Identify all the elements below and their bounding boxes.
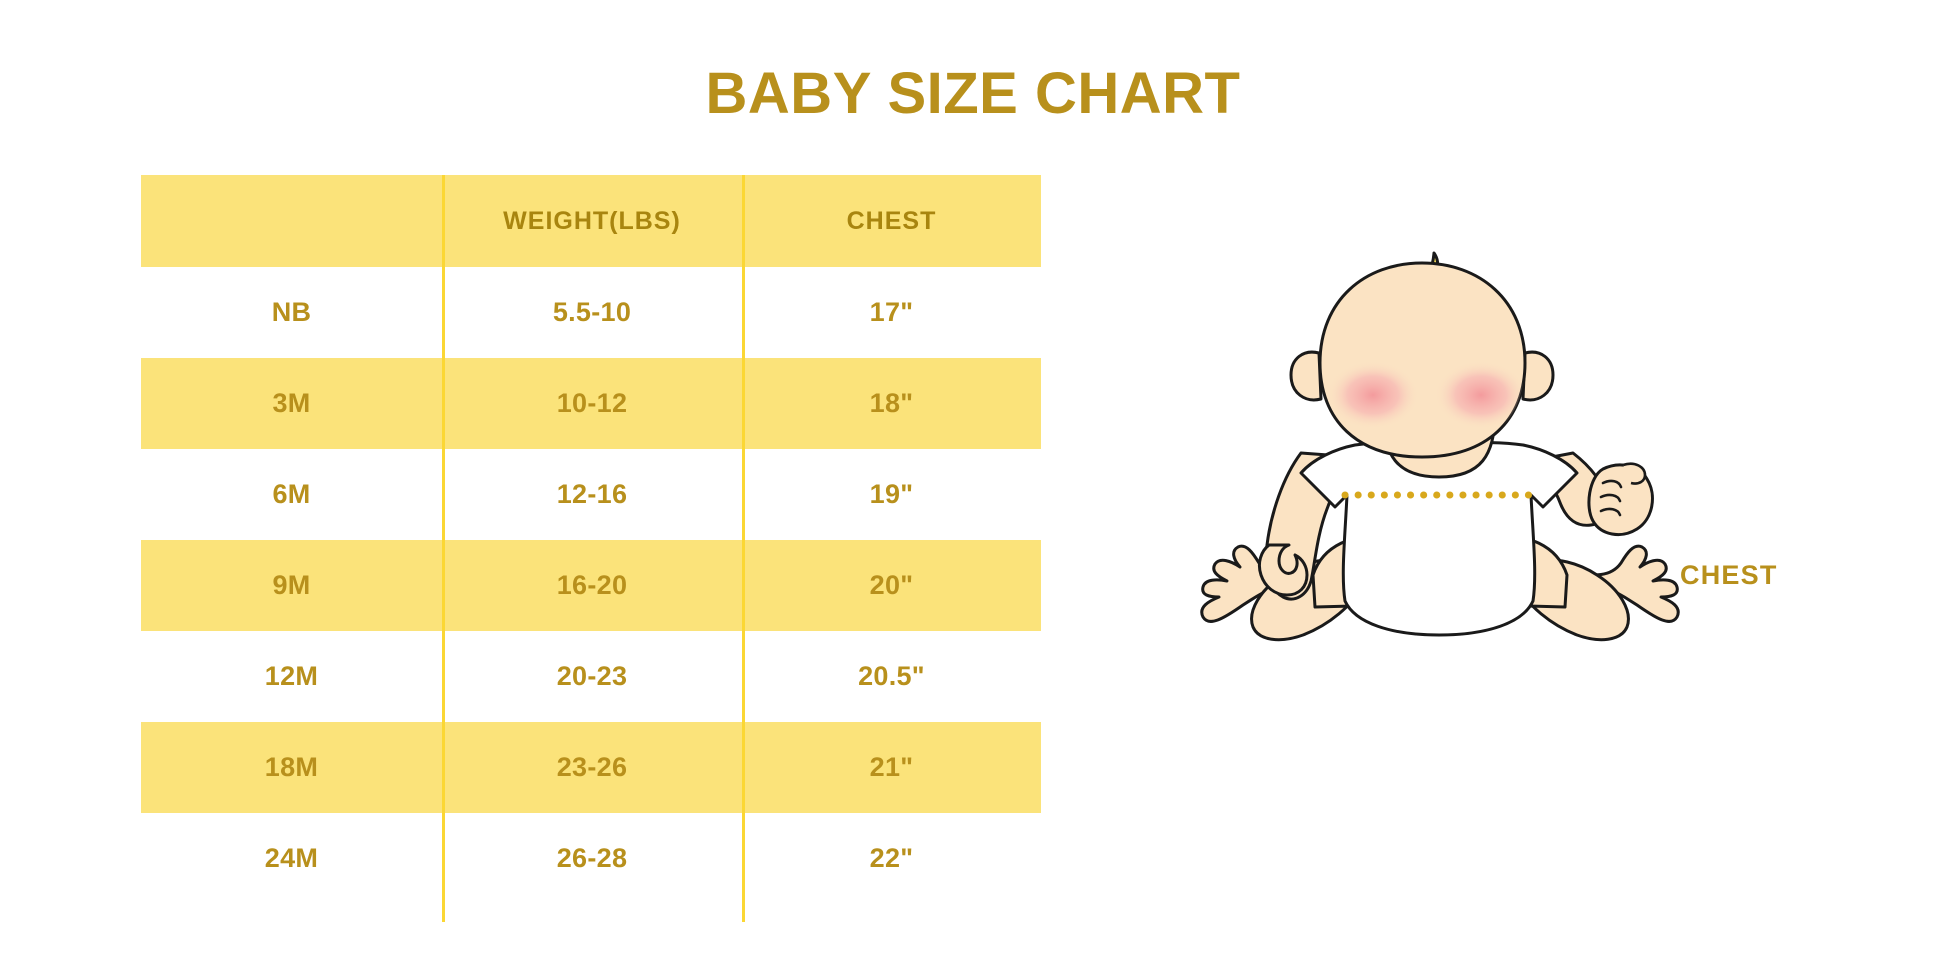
table-row: 9M 16-20 20" — [141, 540, 1041, 631]
chest-measure-label: CHEST — [1680, 560, 1778, 590]
cell-chest: 21" — [869, 752, 914, 782]
cell-weight: 20-23 — [556, 661, 628, 691]
cell-weight: 16-20 — [556, 570, 628, 600]
baby-left-cheek — [1327, 361, 1419, 429]
cell-size: 12M — [264, 661, 319, 691]
column-divider-1 — [442, 175, 445, 922]
cell-weight: 12-16 — [556, 479, 628, 509]
baby-right-cheek — [1435, 361, 1525, 429]
baby-figure-icon — [1200, 251, 1680, 642]
baby-head — [1318, 261, 1527, 459]
cell-size: 6M — [272, 479, 311, 509]
cell-weight: 26-28 — [556, 843, 628, 873]
cell-chest: 20" — [869, 570, 914, 600]
cell-weight: 10-12 — [556, 388, 628, 418]
baby-right-ear — [1521, 350, 1555, 402]
cell-chest: 19" — [869, 479, 914, 509]
cell-size: 24M — [264, 843, 319, 873]
table-row: 24M 26-28 22" — [141, 813, 1041, 904]
table-row: 18M 23-26 21" — [141, 722, 1041, 813]
cell-size: 18M — [264, 752, 319, 782]
cell-size: NB — [271, 297, 312, 327]
baby-cheeks — [1327, 361, 1525, 429]
cell-chest: 22" — [869, 843, 914, 873]
cell-weight: 23-26 — [556, 752, 628, 782]
baby-left-ear — [1289, 350, 1323, 402]
page-title: BABY SIZE CHART — [705, 61, 1241, 126]
cell-chest: 17" — [869, 297, 914, 327]
column-header-chest: CHEST — [846, 206, 937, 235]
table-row: 12M 20-23 20.5" — [141, 631, 1041, 722]
table-row: 6M 12-16 19" — [141, 449, 1041, 540]
table-row: NB 5.5-10 17" — [141, 267, 1041, 358]
table-row: 3M 10-12 18" — [141, 358, 1041, 449]
cell-size: 3M — [272, 388, 311, 418]
cell-chest: 20.5" — [858, 661, 925, 691]
column-header-weight: WEIGHT(LBS) — [503, 206, 681, 235]
cell-weight: 5.5-10 — [552, 297, 632, 327]
cell-chest: 18" — [869, 388, 914, 418]
baby-size-table: WEIGHT(LBS) CHEST NB 5.5-10 17" 3M 10-12… — [141, 175, 1041, 922]
table-header-row: WEIGHT(LBS) CHEST — [141, 175, 1041, 267]
column-divider-2 — [742, 175, 745, 922]
baby-illustration — [1195, 245, 1685, 665]
cell-size: 9M — [272, 570, 311, 600]
